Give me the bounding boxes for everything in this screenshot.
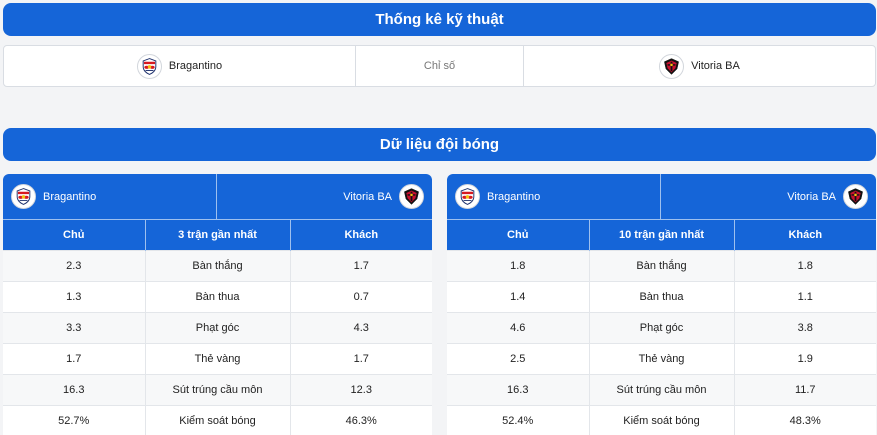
stat-label: Kiểm soát bóng <box>588 405 734 435</box>
table-row: 4.6 Phạt góc 3.8 <box>447 312 876 344</box>
away-value: 11.7 <box>733 374 876 406</box>
table-row: 1.3 Bàn thua 0.7 <box>3 281 432 313</box>
panel-team-header: Bragantino Vitoria BA <box>447 174 876 219</box>
stats-panel-last-3: Bragantino Vitoria BA Chủ 3 trận gần nhấ… <box>3 174 432 435</box>
column-header-period: 3 trận gần nhất <box>144 219 290 251</box>
away-value: 12.3 <box>289 374 432 406</box>
table-row: 1.4 Bàn thua 1.1 <box>447 281 876 313</box>
table-header-row: Chủ 10 trận gần nhất Khách <box>447 219 876 251</box>
table-row: 3.3 Phạt góc 4.3 <box>3 312 432 344</box>
column-header-away: Khách <box>289 219 432 251</box>
home-value: 1.8 <box>447 250 589 282</box>
compare-metric-label: Chỉ số <box>356 46 524 86</box>
away-value: 1.1 <box>733 281 876 313</box>
home-value: 1.7 <box>3 343 145 375</box>
vitoria-logo-icon <box>843 184 868 209</box>
stats-panel-last-10: Bragantino Vitoria BA Chủ 10 trận gần nh… <box>447 174 876 435</box>
table-header-row: Chủ 3 trận gần nhất Khách <box>3 219 432 251</box>
team-data-title: Dữ liệu đội bóng <box>379 136 500 153</box>
panel-away-team[interactable]: Vitoria BA <box>661 174 876 219</box>
table-row: 52.7% Kiểm soát bóng 46.3% <box>3 405 432 435</box>
table-row: 16.3 Sút trúng cầu môn 11.7 <box>447 374 876 406</box>
column-header-period: 10 trận gần nhất <box>588 219 734 251</box>
away-value: 0.7 <box>289 281 432 313</box>
away-value: 4.3 <box>289 312 432 344</box>
stat-label: Bàn thua <box>588 281 734 313</box>
stats-table: Chủ 3 trận gần nhất Khách 2.3 Bàn thắng … <box>3 219 432 435</box>
vitoria-logo-icon <box>659 53 685 79</box>
stat-label: Sút trúng cầu môn <box>144 374 290 406</box>
stats-table: Chủ 10 trận gần nhất Khách 1.8 Bàn thắng… <box>447 219 876 435</box>
table-row: 1.8 Bàn thắng 1.8 <box>447 250 876 282</box>
away-value: 3.8 <box>733 312 876 344</box>
home-value: 52.7% <box>3 405 145 435</box>
home-value: 2.5 <box>447 343 589 375</box>
stat-label: Bàn thua <box>144 281 290 313</box>
table-row: 16.3 Sút trúng cầu môn 12.3 <box>3 374 432 406</box>
stat-label: Bàn thắng <box>144 250 290 282</box>
vitoria-logo-icon <box>399 184 424 209</box>
bragantino-logo-icon <box>136 53 162 79</box>
page-title: Thống kê kỹ thuật <box>375 11 504 28</box>
away-value: 1.7 <box>289 343 432 375</box>
stat-label: Phạt góc <box>588 312 734 344</box>
column-header-home: Chủ <box>447 219 589 251</box>
panel-home-team-name: Bragantino <box>487 190 541 203</box>
panel-home-team[interactable]: Bragantino <box>447 174 661 219</box>
panel-team-header: Bragantino Vitoria BA <box>3 174 432 219</box>
home-value: 1.3 <box>3 281 145 313</box>
compare-away-team[interactable]: Vitoria BA <box>524 46 875 86</box>
panel-home-team[interactable]: Bragantino <box>3 174 217 219</box>
table-row: 2.3 Bàn thắng 1.7 <box>3 250 432 282</box>
home-value: 1.4 <box>447 281 589 313</box>
table-row: 2.5 Thẻ vàng 1.9 <box>447 343 876 375</box>
stat-label: Thẻ vàng <box>588 343 734 375</box>
team-data-header: Dữ liệu đội bóng <box>3 128 876 161</box>
away-value: 1.7 <box>289 250 432 282</box>
column-header-away: Khách <box>733 219 876 251</box>
panel-away-team[interactable]: Vitoria BA <box>217 174 432 219</box>
stat-label: Thẻ vàng <box>144 343 290 375</box>
panel-away-team-name: Vitoria BA <box>787 190 836 203</box>
home-value: 2.3 <box>3 250 145 282</box>
stat-label: Bàn thắng <box>588 250 734 282</box>
stat-label: Kiểm soát bóng <box>144 405 290 435</box>
home-value: 16.3 <box>3 374 145 406</box>
away-value: 1.8 <box>733 250 876 282</box>
panel-home-team-name: Bragantino <box>43 190 97 203</box>
technical-stats-header: Thống kê kỹ thuật <box>3 3 876 36</box>
compare-home-team-name: Bragantino <box>168 60 223 72</box>
home-value: 4.6 <box>447 312 589 344</box>
bragantino-logo-icon <box>455 184 480 209</box>
table-row: 52.4% Kiểm soát bóng 48.3% <box>447 405 876 435</box>
away-value: 46.3% <box>289 405 432 435</box>
compare-home-team[interactable]: Bragantino <box>4 46 356 86</box>
table-row: 1.7 Thẻ vàng 1.7 <box>3 343 432 375</box>
away-value: 48.3% <box>733 405 876 435</box>
away-value: 1.9 <box>733 343 876 375</box>
home-value: 52.4% <box>447 405 589 435</box>
panel-away-team-name: Vitoria BA <box>343 190 392 203</box>
team-compare-row: Bragantino Chỉ số Vitoria BA <box>3 45 876 87</box>
compare-away-team-name: Vitoria BA <box>691 60 740 72</box>
column-header-home: Chủ <box>3 219 145 251</box>
home-value: 3.3 <box>3 312 145 344</box>
stat-label: Sút trúng cầu môn <box>588 374 734 406</box>
home-value: 16.3 <box>447 374 589 406</box>
stat-label: Phạt góc <box>144 312 290 344</box>
bragantino-logo-icon <box>11 184 36 209</box>
